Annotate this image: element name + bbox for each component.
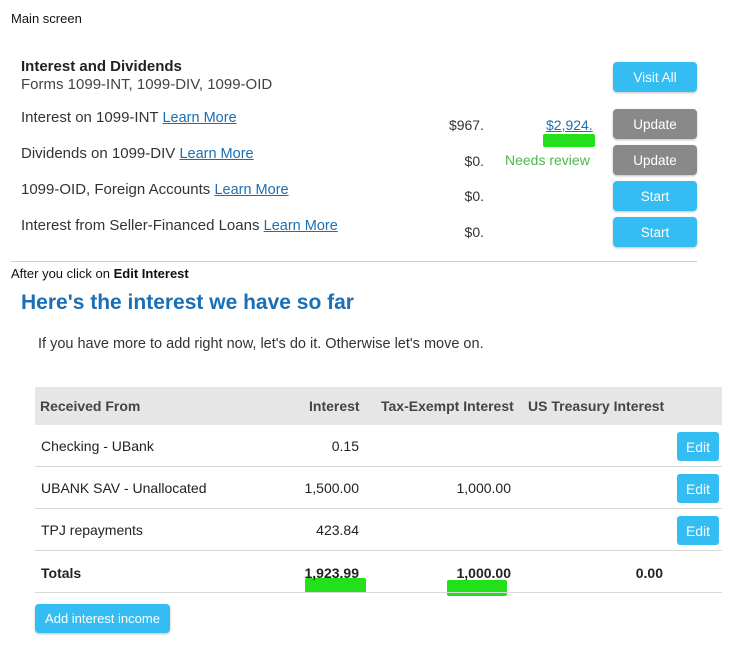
- edit-button[interactable]: Edit: [677, 474, 719, 503]
- row-amount: $0.: [464, 188, 484, 204]
- update-button[interactable]: Update: [613, 145, 697, 175]
- row-divider: [35, 508, 722, 509]
- col-interest: Interest: [309, 398, 360, 414]
- col-received-from: Received From: [40, 398, 141, 414]
- learn-more-link[interactable]: Learn More: [162, 110, 237, 126]
- page-subtext: If you have more to add right now, let's…: [38, 336, 484, 352]
- edit-button[interactable]: Edit: [677, 516, 719, 545]
- row-divider: [35, 466, 722, 467]
- caption-prefix: After you click on: [11, 266, 114, 281]
- section-divider: [11, 261, 697, 262]
- col-tax-exempt: Tax-Exempt Interest: [381, 398, 514, 414]
- row-1099-oid: 1099-OID, Foreign Accounts Learn More: [21, 181, 289, 198]
- total-amount-link[interactable]: $2,924.: [546, 117, 593, 133]
- needs-review-status: Needs review: [505, 152, 590, 168]
- row-label: Dividends on 1099-DIV: [21, 145, 176, 162]
- table-cell-interest: 423.84: [316, 522, 359, 538]
- row-dividends-1099-div: Dividends on 1099-DIV Learn More: [21, 145, 254, 162]
- row-interest-1099-int: Interest on 1099-INT Learn More: [21, 109, 237, 126]
- learn-more-link[interactable]: Learn More: [179, 146, 254, 162]
- section-subtitle: Forms 1099-INT, 1099-DIV, 1099-OID: [21, 76, 273, 93]
- row-seller-financed: Interest from Seller-Financed Loans Lear…: [21, 217, 338, 234]
- table-cell-tax-exempt: 1,000.00: [456, 480, 512, 496]
- totals-label: Totals: [41, 565, 82, 581]
- learn-more-link[interactable]: Learn More: [263, 218, 338, 234]
- col-treasury: US Treasury Interest: [528, 398, 665, 414]
- caption-bold: Edit Interest: [113, 266, 189, 281]
- row-amount: $0.: [464, 153, 484, 169]
- totals-interest: 1,923.99: [304, 565, 360, 581]
- row-label: Interest from Seller-Financed Loans: [21, 217, 260, 234]
- edit-button[interactable]: Edit: [677, 432, 719, 461]
- start-button[interactable]: Start: [613, 217, 697, 247]
- caption-after-click: After you click on Edit Interest: [11, 266, 189, 281]
- update-button[interactable]: Update: [613, 109, 697, 139]
- table-cell-from: Checking - UBank: [41, 438, 154, 454]
- table-cell-interest: 1,500.00: [304, 480, 360, 496]
- learn-more-link[interactable]: Learn More: [214, 182, 289, 198]
- row-divider: [35, 550, 722, 551]
- row-amount: $967.: [448, 117, 484, 133]
- table-cell-from: TPJ repayments: [41, 522, 143, 538]
- totals-treasury: 0.00: [635, 565, 663, 581]
- table-header: Received From Interest Tax-Exempt Intere…: [35, 387, 722, 425]
- page-heading: Here's the interest we have so far: [21, 291, 354, 314]
- caption-main-screen: Main screen: [11, 11, 82, 26]
- visit-all-button[interactable]: Visit All: [613, 62, 697, 92]
- add-interest-income-button[interactable]: Add interest income: [35, 604, 170, 633]
- table-cell-from: UBANK SAV - Unallocated: [41, 480, 207, 496]
- green-highlight-mark: [543, 134, 595, 147]
- row-label: 1099-OID, Foreign Accounts: [21, 181, 211, 198]
- row-divider: [35, 592, 722, 593]
- table-cell-interest: 0.15: [331, 438, 359, 454]
- totals-tax-exempt: 1,000.00: [456, 565, 512, 581]
- row-amount: $0.: [464, 224, 484, 240]
- row-label: Interest on 1099-INT: [21, 109, 159, 126]
- section-title: Interest and Dividends: [21, 58, 182, 75]
- green-highlight-mark: [305, 578, 366, 593]
- green-highlight-mark: [447, 580, 507, 596]
- start-button[interactable]: Start: [613, 181, 697, 211]
